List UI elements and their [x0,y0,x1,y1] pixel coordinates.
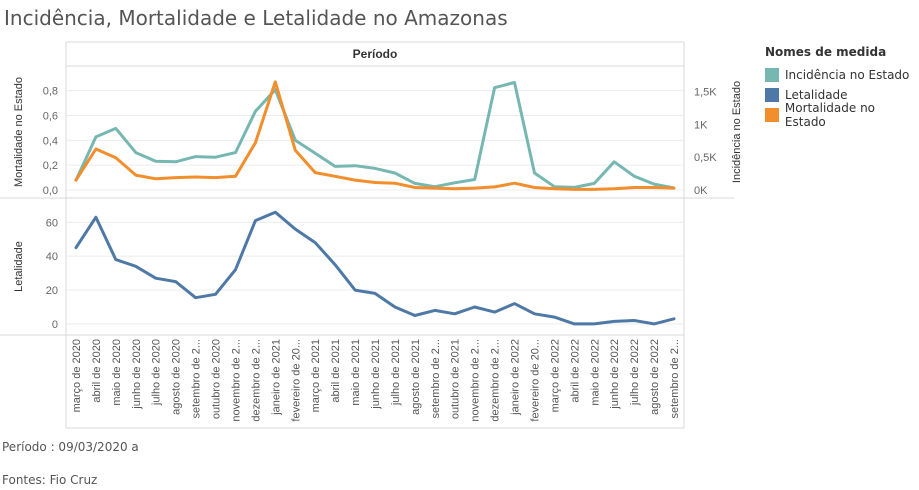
bottom-tick-label: 0 [52,319,58,331]
x-tick-label: março de 2022 [549,339,561,412]
x-tick-label: setembro de 2... [430,339,442,419]
top-right-tick-label: 0,5K [694,152,717,164]
legend-label-mortalidade: Mortalidade no Estado [784,101,876,129]
x-tick-label: março de 2020 [71,339,83,412]
legend-label-incidencia: Incidência no Estado [785,68,910,82]
top-left-tick-label: 0,6 [43,110,58,122]
bottom-tick-label: 40 [46,251,58,263]
legend-item-letalidade[interactable]: Letalidade [765,85,919,105]
x-tick-label: julho de 2021 [390,339,402,406]
x-tick-label: maio de 2021 [350,339,362,406]
bottom-tick-label: 20 [46,285,58,297]
x-tick-label: julho de 2020 [151,339,163,406]
x-tick-label: junho de 2020 [131,339,143,410]
header-label: Período [353,47,398,61]
x-tick-label: abril de 2020 [91,339,103,403]
x-tick-label: abril de 2022 [569,339,581,403]
x-tick-label: agosto de 2020 [171,339,183,415]
x-tick-label: maio de 2022 [589,339,601,406]
series-line-mortalidade [74,80,676,191]
x-tick-label: janeiro de 2021 [270,339,282,416]
x-tick-label: dezembro de 2... [490,339,502,422]
x-tick-label: outubro de 2020 [211,339,223,419]
footnote-period: Período : 09/03/2020 a [2,440,139,454]
top-left-axis-label: Mortalidade no Estado [13,77,25,187]
x-tick-label: fevereiro de 20... [290,339,302,422]
x-tick-label: janeiro de 2022 [510,339,522,416]
legend-label-letalidade: Letalidade [785,88,848,102]
chart-title: Incidência, Mortalidade e Letalidade no … [4,6,508,30]
x-tick-label: outubro de 2021 [450,339,462,419]
top-left-tick-label: 0,4 [43,135,58,147]
series-line-letalidade [74,210,676,326]
legend: Nomes de medida Incidência no Estado Let… [765,45,919,129]
top-right-tick-label: 0K [694,185,708,197]
x-tick-label: novembro de 2... [231,339,243,422]
x-tick-label: setembro de 2... [191,339,203,419]
top-right-axis-label: Incidência no Estado [731,81,743,183]
x-tick-label: agosto de 2022 [649,339,661,415]
series-line-incidencia [74,81,676,190]
x-tick-label: setembro de 2... [669,339,681,419]
x-tick-label: fevereiro de 20... [530,339,542,422]
top-left-tick-label: 0,0 [43,185,58,197]
legend-swatch-mortalidade [765,108,779,122]
legend-item-mortalidade[interactable]: Mortalidade no Estado [765,101,919,129]
top-right-tick-label: 1,5K [694,87,717,99]
legend-swatch-incidencia [765,68,779,82]
x-tick-label: julho de 2022 [629,339,641,406]
x-tick-label: novembro de 2... [470,339,482,422]
x-tick-label: dezembro de 2... [250,339,262,422]
x-tick-label: junho de 2022 [609,339,621,410]
bottom-tick-label: 60 [46,217,58,229]
legend-swatch-letalidade [765,88,779,102]
x-tick-label: abril de 2021 [330,339,342,403]
footnote-sources: Fontes: Fio Cruz [2,473,98,487]
legend-title: Nomes de medida [765,45,887,59]
top-left-tick-label: 0,2 [43,160,58,172]
bottom-axis-label: Letalidade [13,241,25,292]
top-right-tick-label: 1K [694,119,708,131]
legend-item-incidencia[interactable]: Incidência no Estado [765,65,919,85]
x-tick-label: junho de 2021 [370,339,382,410]
top-left-tick-label: 0,8 [43,86,58,98]
x-tick-label: março de 2021 [310,339,322,412]
x-tick-label: maio de 2020 [111,339,123,406]
x-tick-label: agosto de 2021 [410,339,422,415]
